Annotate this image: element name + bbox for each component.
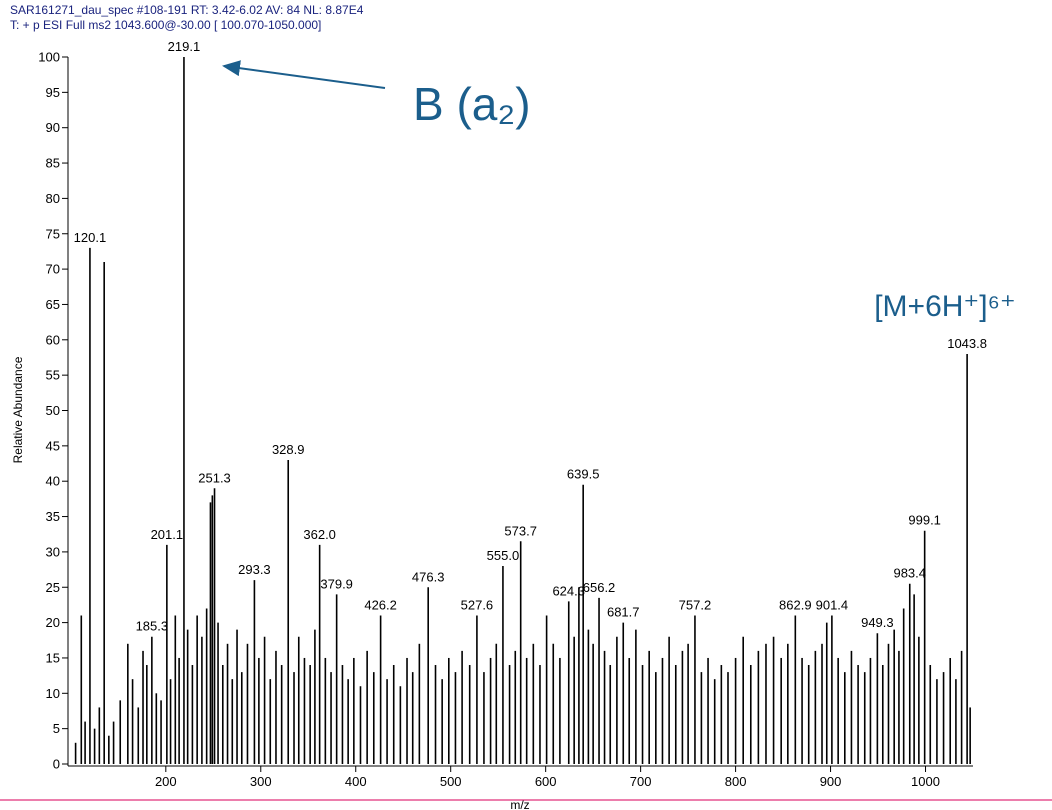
annotation-precursor: [M+6H⁺]⁶⁺ [874,290,1016,323]
x-tick-label: 600 [535,774,557,789]
y-tick-label: 35 [46,509,60,524]
peak-label: 426.2 [364,598,397,613]
peak-label: 983.4 [893,566,926,581]
y-tick-label: 15 [46,650,60,665]
y-tick-label: 70 [46,262,60,277]
peak-label: 219.1 [168,39,201,54]
peak-label: 656.2 [583,580,616,595]
peak-label: 862.9 [779,598,812,613]
peak-label: 681.7 [607,605,640,620]
peak-label: 251.3 [198,470,231,485]
y-tick-label: 65 [46,297,60,312]
annotation-arrow [222,60,386,89]
y-tick-label: 10 [46,686,60,701]
peak-label: 293.3 [238,562,271,577]
y-tick-label: 0 [53,757,60,772]
annotation-fragment: B (a₂) [413,78,531,130]
y-tick-label: 90 [46,120,60,135]
header-line: SAR161271_dau_spec #108-191 RT: 3.42-6.0… [10,3,364,17]
peak-label: 328.9 [272,442,305,457]
peak-label: 999.1 [908,513,941,528]
peak-label: 185.3 [136,619,169,634]
header-scan: T: + p ESI Full ms2 1043.600@-30.00 [ 10… [10,18,321,32]
x-axis-label: m/z [510,798,529,810]
y-axis-label: Relative Abundance [11,356,25,463]
x-tick-label: 400 [345,774,367,789]
peak-label: 201.1 [151,527,184,542]
y-tick-label: 5 [53,721,60,736]
x-tick-label: 700 [630,774,652,789]
x-tick-label: 200 [155,774,177,789]
peak-label: 757.2 [679,598,712,613]
peak-label: 362.0 [303,527,336,542]
y-tick-label: 40 [46,474,60,489]
peak-label: 901.4 [816,598,849,613]
y-tick-label: 95 [46,85,60,100]
y-tick-label: 80 [46,191,60,206]
y-tick-label: 85 [46,156,60,171]
y-tick-label: 100 [38,50,60,65]
y-tick-label: 25 [46,580,60,595]
x-tick-label: 500 [440,774,462,789]
x-tick-label: 800 [725,774,747,789]
peak-label: 379.9 [320,576,353,591]
peak-label: 624.3 [552,583,585,598]
peak-label: 120.1 [74,230,107,245]
peak-label: 573.7 [504,523,537,538]
y-tick-label: 50 [46,403,60,418]
x-tick-label: 1000 [911,774,940,789]
y-tick-label: 60 [46,332,60,347]
x-tick-label: 900 [820,774,842,789]
peak-label: 527.6 [461,598,494,613]
peak-label: 555.0 [487,548,520,563]
y-tick-label: 45 [46,438,60,453]
peak-label: 1043.8 [947,336,987,351]
y-tick-label: 20 [46,615,60,630]
peak-label: 639.5 [567,467,600,482]
y-tick-label: 75 [46,226,60,241]
peak-label: 949.3 [861,615,894,630]
peak-label: 476.3 [412,569,445,584]
y-tick-label: 30 [46,544,60,559]
x-tick-label: 300 [250,774,272,789]
y-tick-label: 55 [46,368,60,383]
